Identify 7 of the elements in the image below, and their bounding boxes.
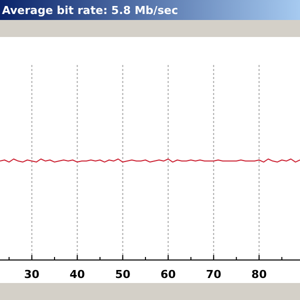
x-tick-label: 30 — [24, 268, 40, 281]
x-tick-label: 60 — [160, 268, 176, 281]
x-tick-label: 70 — [206, 268, 222, 281]
chart-title: Average bit rate: 5.8 Mb/sec — [2, 4, 178, 17]
x-tick-label: 40 — [70, 268, 86, 281]
x-tick-label: 50 — [115, 268, 131, 281]
x-tick-label: 80 — [251, 268, 268, 281]
